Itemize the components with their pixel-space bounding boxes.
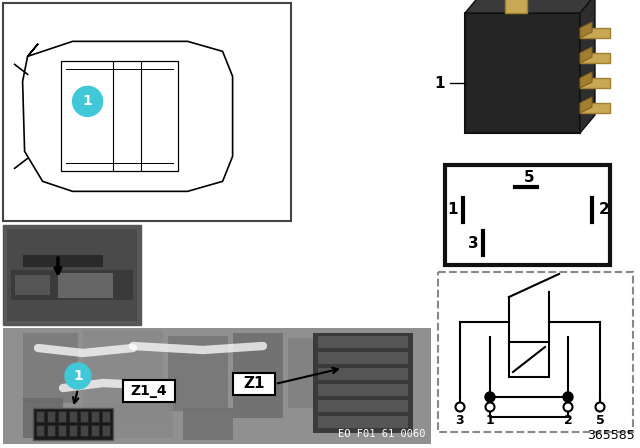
Polygon shape [580,22,592,38]
Polygon shape [580,47,592,63]
Text: EO F01 61 0060: EO F01 61 0060 [339,429,426,439]
Circle shape [65,363,91,389]
Bar [168,336,228,411]
Text: Z1_4: Z1_4 [131,384,167,398]
Bar [490,397,568,417]
Bar [36,425,44,436]
Bar [445,165,610,265]
Polygon shape [580,97,592,113]
Bar [80,411,88,422]
Circle shape [456,402,465,412]
Text: 1: 1 [73,369,83,383]
Polygon shape [580,72,592,88]
Text: 3: 3 [456,414,464,426]
Text: 2: 2 [599,202,610,217]
Bar [580,78,610,88]
Bar [91,425,99,436]
Bar [47,411,55,422]
Circle shape [485,392,495,402]
Bar [58,411,66,422]
Bar [509,342,549,377]
Bar [318,336,408,348]
Bar [58,273,113,298]
Bar [36,411,44,422]
Bar [102,425,110,436]
Text: 5: 5 [524,169,534,185]
Bar [3,225,141,325]
Bar [318,400,408,412]
Bar [580,53,610,63]
Bar [438,272,633,432]
Bar [123,380,175,402]
Circle shape [486,402,495,412]
Bar [288,338,348,408]
Text: 1: 1 [447,202,458,217]
Bar [313,333,413,433]
Bar [23,333,78,403]
Bar [80,425,88,436]
Circle shape [563,392,573,402]
Bar [465,13,580,133]
Bar [353,343,413,403]
Bar [33,408,113,440]
Circle shape [563,402,573,412]
Text: 1: 1 [486,414,494,426]
Bar [580,103,610,113]
Bar [11,270,133,300]
Bar [233,333,283,418]
Bar [318,416,408,428]
Bar [3,328,431,444]
Bar [23,398,63,438]
Bar [318,352,408,364]
Text: 5: 5 [596,414,604,426]
Polygon shape [580,0,595,133]
Bar [102,411,110,422]
Bar [47,425,55,436]
Text: 2: 2 [564,414,572,426]
Text: Z1: Z1 [243,376,265,392]
Circle shape [72,86,102,116]
Bar [183,408,233,440]
Text: 3: 3 [468,236,479,250]
Bar [91,411,99,422]
Bar [15,275,50,295]
Bar [58,425,66,436]
Circle shape [595,402,605,412]
Bar [233,373,275,395]
Bar [7,229,137,321]
Bar [61,61,178,171]
Text: 365585: 365585 [588,429,635,442]
Bar [103,403,173,438]
Polygon shape [465,0,595,13]
Bar [505,0,527,13]
Text: 1: 1 [83,95,92,108]
Bar [3,3,291,221]
Bar [318,384,408,396]
Bar [580,28,610,38]
Bar [23,255,103,267]
Text: 1: 1 [435,76,445,90]
Bar [69,411,77,422]
Bar [69,425,77,436]
Bar [83,330,163,420]
Bar [318,368,408,380]
